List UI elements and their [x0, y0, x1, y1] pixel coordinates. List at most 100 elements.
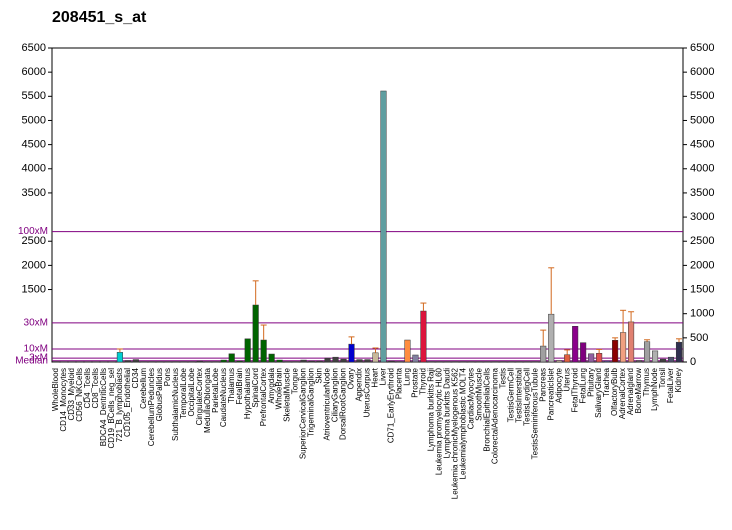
x-tick-label: Lymphoma burkitts Raji	[427, 368, 436, 452]
x-tick-label: CD33_Myeloid	[67, 368, 76, 420]
x-tick-label: TestisInterstitial	[514, 368, 523, 423]
y2-tick-label: 4000	[690, 163, 714, 175]
x-tick-label: CD71_EarlyErythroid	[387, 368, 396, 443]
bar	[116, 352, 123, 363]
x-tick-label: Leukemia chronicMyelogenous K562	[450, 367, 459, 499]
y2-tick-label: 500	[690, 332, 708, 344]
x-tick-label: CD34	[131, 367, 140, 388]
y-tick-label: 6000	[22, 66, 46, 78]
x-tick-label: PrefrontalCortex	[259, 368, 268, 426]
x-tick-label: Heart	[371, 367, 380, 387]
bar	[548, 313, 555, 363]
x-tick-label: Hypothalamus	[243, 368, 252, 419]
x-tick-label: SubthalamicNucleus	[171, 368, 180, 441]
x-tick-label: Prostate	[411, 367, 420, 397]
x-tick-label: Liver	[379, 368, 388, 386]
bar	[580, 342, 587, 363]
x-tick-label: Kidney	[674, 368, 683, 392]
x-tick-label: Thymus	[642, 368, 651, 396]
x-tick-label: TestisLeydigCell	[522, 368, 531, 426]
bar	[675, 341, 683, 363]
bar	[364, 359, 371, 363]
x-tick-label: Thalamus	[227, 368, 236, 403]
bar	[388, 360, 395, 363]
x-tick-label: DorsalRootGanglion	[339, 368, 348, 440]
x-tick-label: SuperiorCervicalGanglion	[299, 368, 308, 459]
x-tick-label: CaudateNucleus	[219, 368, 228, 427]
bar	[260, 339, 267, 363]
bar	[620, 332, 627, 363]
bar	[348, 343, 355, 363]
y2-tick-label: 5000	[690, 114, 714, 126]
x-tick-label: BronchialEpithelialCells	[482, 368, 491, 452]
x-tick-label: BoneMarrow	[634, 368, 643, 414]
x-tick-label: OccipitalLobe	[187, 367, 196, 416]
x-tick-label: Tongue	[291, 367, 300, 394]
x-tick-label: TestisGermCell	[506, 368, 515, 422]
x-tick-label: SalivaryGland	[594, 368, 603, 418]
x-tick-label: FetalThyroid	[570, 368, 579, 412]
x-tick-label: LymphNode	[650, 367, 659, 410]
bar	[268, 353, 275, 363]
x-tick-label: MedullaOblongata	[203, 367, 212, 432]
x-tick-label: Cerebellum	[139, 368, 148, 409]
bar	[644, 341, 651, 363]
x-tick-label: TemporalLobe	[179, 367, 188, 418]
bar	[316, 360, 323, 363]
x-tick-label: Testis	[498, 368, 507, 388]
bar	[659, 358, 667, 363]
reference-label: 3xM	[29, 353, 48, 364]
bar	[556, 360, 563, 363]
x-tick-label: Leukemialymphoblastic MOLT4	[458, 367, 467, 479]
bar	[612, 340, 619, 363]
y2-tick-label: 2000	[690, 259, 714, 271]
bar	[308, 360, 315, 363]
bar	[420, 310, 427, 363]
reference-label: Median	[15, 355, 48, 366]
x-tick-label: CD8_Tcells	[91, 368, 100, 408]
bar	[564, 354, 571, 363]
bar	[332, 356, 339, 363]
y2-tick-label: 1500	[690, 283, 714, 295]
x-tick-label: Trachea	[602, 367, 611, 397]
bar	[228, 353, 235, 363]
y2-tick-label: 2500	[690, 235, 714, 247]
bar	[252, 304, 259, 363]
x-tick-label: ParietalLobe	[211, 367, 220, 412]
bar	[404, 339, 411, 363]
x-tick-label: Ovary	[347, 368, 356, 389]
bar	[628, 321, 635, 363]
y2-tick-label: 5500	[690, 90, 714, 102]
x-tick-label: Lung	[403, 368, 412, 386]
y2-tick-label: 3000	[690, 211, 714, 223]
x-tick-label: ColorectalAdenocarcinoma	[490, 367, 499, 464]
x-tick-label: Uterus	[562, 368, 571, 392]
x-tick-label: OlfactoryBulb	[610, 367, 619, 416]
y-tick-label: 4000	[22, 163, 46, 175]
x-tick-label: Tonsil	[658, 368, 667, 389]
x-tick-label: WholeBlood	[51, 368, 60, 411]
y-tick-label: 3500	[22, 187, 46, 199]
x-tick-label: Pituitary	[586, 368, 595, 397]
reference-label: 30xM	[24, 318, 48, 329]
bar	[356, 359, 363, 363]
plot-frame	[51, 47, 684, 363]
y-tick-label: 6500	[22, 42, 46, 54]
x-tick-label: AdrenalCortex	[618, 368, 627, 419]
x-tick-label: Skin	[315, 368, 324, 384]
x-tick-label: FetalLiver	[666, 368, 675, 403]
x-tick-label: Appendix	[355, 368, 364, 401]
x-tick-label: Pancreas	[538, 368, 547, 402]
x-tick-label: FetalLung	[578, 368, 587, 404]
x-tick-label: CingulateCortex	[195, 368, 204, 425]
x-tick-label: CD105_Endothelial	[123, 368, 132, 437]
y-tick-label: 4500	[22, 139, 46, 151]
x-tick-label: GlobusPallidus	[155, 368, 164, 421]
bar	[636, 360, 643, 363]
x-tick-label: UterusCorpus	[363, 368, 372, 417]
bar	[588, 353, 595, 363]
x-tick-label: WholeBrain	[275, 368, 284, 409]
bar	[540, 345, 547, 363]
y-tick-label: 2500	[22, 235, 46, 247]
